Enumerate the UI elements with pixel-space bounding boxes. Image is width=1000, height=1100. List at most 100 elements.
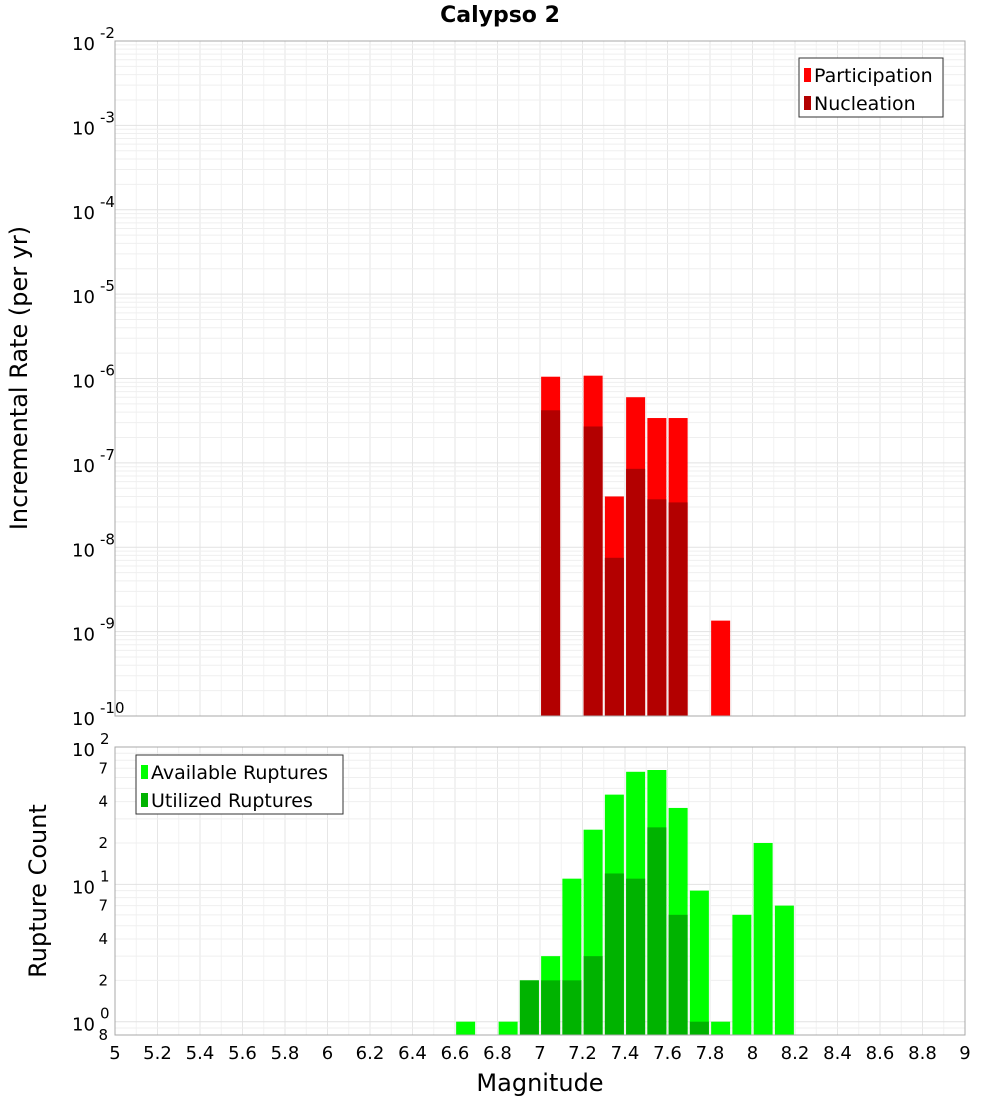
y-tick-minor-label: 4 [98,793,108,811]
y-tick-label: 10 -9 [72,615,115,646]
legend-swatch [804,68,811,82]
x-tick-label: 8.4 [823,1043,852,1064]
x-tick-label: 8.2 [781,1043,810,1064]
y-tick-exponent: 1 [100,867,110,885]
y-tick-label: 10 -7 [72,446,115,477]
y-tick-base: 10 [72,1015,95,1036]
y-tick-label: 10 -8 [72,530,115,561]
bar-utilized-ruptures [647,827,667,1035]
bar-utilized-ruptures [583,956,603,1035]
x-tick-label: 6 [322,1043,333,1064]
y-tick-exponent: -5 [100,277,115,295]
y-tick-exponent: -8 [100,530,115,548]
y-tick-base: 10 [72,877,95,898]
x-tick-label: 5 [109,1043,120,1064]
top-y-axis-title: Incremental Rate (per yr) [5,226,33,530]
x-tick-label: 5.2 [143,1043,172,1064]
bar-available-ruptures [456,1021,476,1035]
y-tick-base: 10 [72,625,95,646]
x-tick-label: 7.2 [568,1043,597,1064]
y-tick-label: 10 -10 [72,699,125,730]
bar-nucleation [626,468,646,716]
top-plot-border [114,40,966,717]
y-tick-base: 10 [72,740,95,761]
x-tick-label: 6.2 [356,1043,385,1064]
x-tick-label: 6.4 [398,1043,427,1064]
y-tick-minor-label: 2 [98,834,108,852]
y-tick-label: 10 -6 [72,362,115,393]
legend-label: Participation [814,65,933,87]
y-tick-exponent: -4 [100,193,115,211]
y-tick-minor-label: 2 [98,971,108,989]
y-tick-base: 10 [72,34,95,55]
bar-available-ruptures [711,1021,731,1035]
bar-nucleation [647,499,667,716]
legend-swatch [141,765,148,779]
x-tick-label: 7.6 [653,1043,682,1064]
legend-swatch [141,793,148,807]
bottom-y-axis-title: Rupture Count [24,804,52,978]
legend-swatch [804,96,811,110]
x-tick-labels: 5 5.2 5.4 5.6 5.8 6 6.2 6.4 6.6 6.8 7 7.2 7.4 7.6 7.8 8… [109,1043,970,1064]
bar-participation [711,620,731,716]
legend-label: Utilized Ruptures [151,790,313,812]
bar-nucleation [541,410,561,716]
y-tick-minor-label: 4 [98,930,108,948]
y-tick-label: 10 -2 [72,24,115,55]
y-tick-base: 10 [72,203,95,224]
y-tick-minor-label: 7 [98,759,108,777]
bar-nucleation [583,426,603,716]
y-tick-label: 10 -5 [72,277,115,308]
bar-utilized-ruptures [519,980,539,1035]
y-tick-minor-label: 7 [98,897,108,915]
bar-utilized-ruptures [668,914,688,1035]
y-tick-exponent: -9 [100,615,115,633]
y-tick-base: 10 [72,540,95,561]
bottom-plot-border [114,746,966,1036]
x-tick-label: 6.8 [483,1043,512,1064]
bar-utilized-ruptures [689,1021,709,1035]
bar-utilized-ruptures [562,980,582,1035]
bar-available-ruptures [732,914,752,1035]
bar-utilized-ruptures [604,873,624,1035]
top-plot-grid [115,40,966,717]
y-tick-base: 10 [72,372,95,393]
x-tick-label: 6.6 [441,1043,470,1064]
bar-nucleation [604,557,624,716]
y-tick-exponent: -10 [100,699,125,717]
x-tick-label: 8.8 [908,1043,937,1064]
y-tick-exponent: 2 [100,730,110,748]
top-y-tick-labels: 10 -10 10 -9 10 -8 10 -7 10 -6 10 -5 10 -4 10 -3 10 -2 [72,24,125,730]
bottom-legend: Available Ruptures Utilized Ruptures [135,754,344,815]
legend-box [135,754,344,815]
y-tick-base: 10 [72,118,95,139]
y-tick-label: 10 -4 [72,193,115,224]
top-plot-bars [541,375,731,716]
chart-title: Calypso 2 [440,3,560,28]
y-tick-label: 10 0 [72,1005,110,1036]
bar-nucleation [668,502,688,716]
y-tick-exponent: 0 [100,1005,110,1023]
x-tick-label: 7.8 [696,1043,725,1064]
y-tick-label: 10 2 [72,730,110,761]
bar-utilized-ruptures [626,878,646,1035]
y-tick-exponent: -3 [100,108,115,126]
bar-available-ruptures [753,843,773,1035]
y-tick-minor-label: 8 [98,1026,108,1044]
x-tick-label: 8.6 [866,1043,895,1064]
legend-label: Available Ruptures [151,762,328,784]
y-tick-exponent: -2 [100,24,115,42]
legend-label: Nucleation [814,93,916,115]
y-tick-base: 10 [72,287,95,308]
bar-utilized-ruptures [541,980,561,1035]
x-tick-label: 9 [959,1043,970,1064]
top-legend: Participation Nucleation [798,57,944,118]
y-tick-exponent: -6 [100,362,115,380]
y-tick-label: 10 1 [72,867,110,898]
x-tick-label: 5.6 [228,1043,257,1064]
bar-available-ruptures [689,890,709,1035]
x-tick-label: 5.8 [271,1043,300,1064]
x-tick-label: 5.4 [186,1043,215,1064]
x-tick-label: 7 [534,1043,545,1064]
